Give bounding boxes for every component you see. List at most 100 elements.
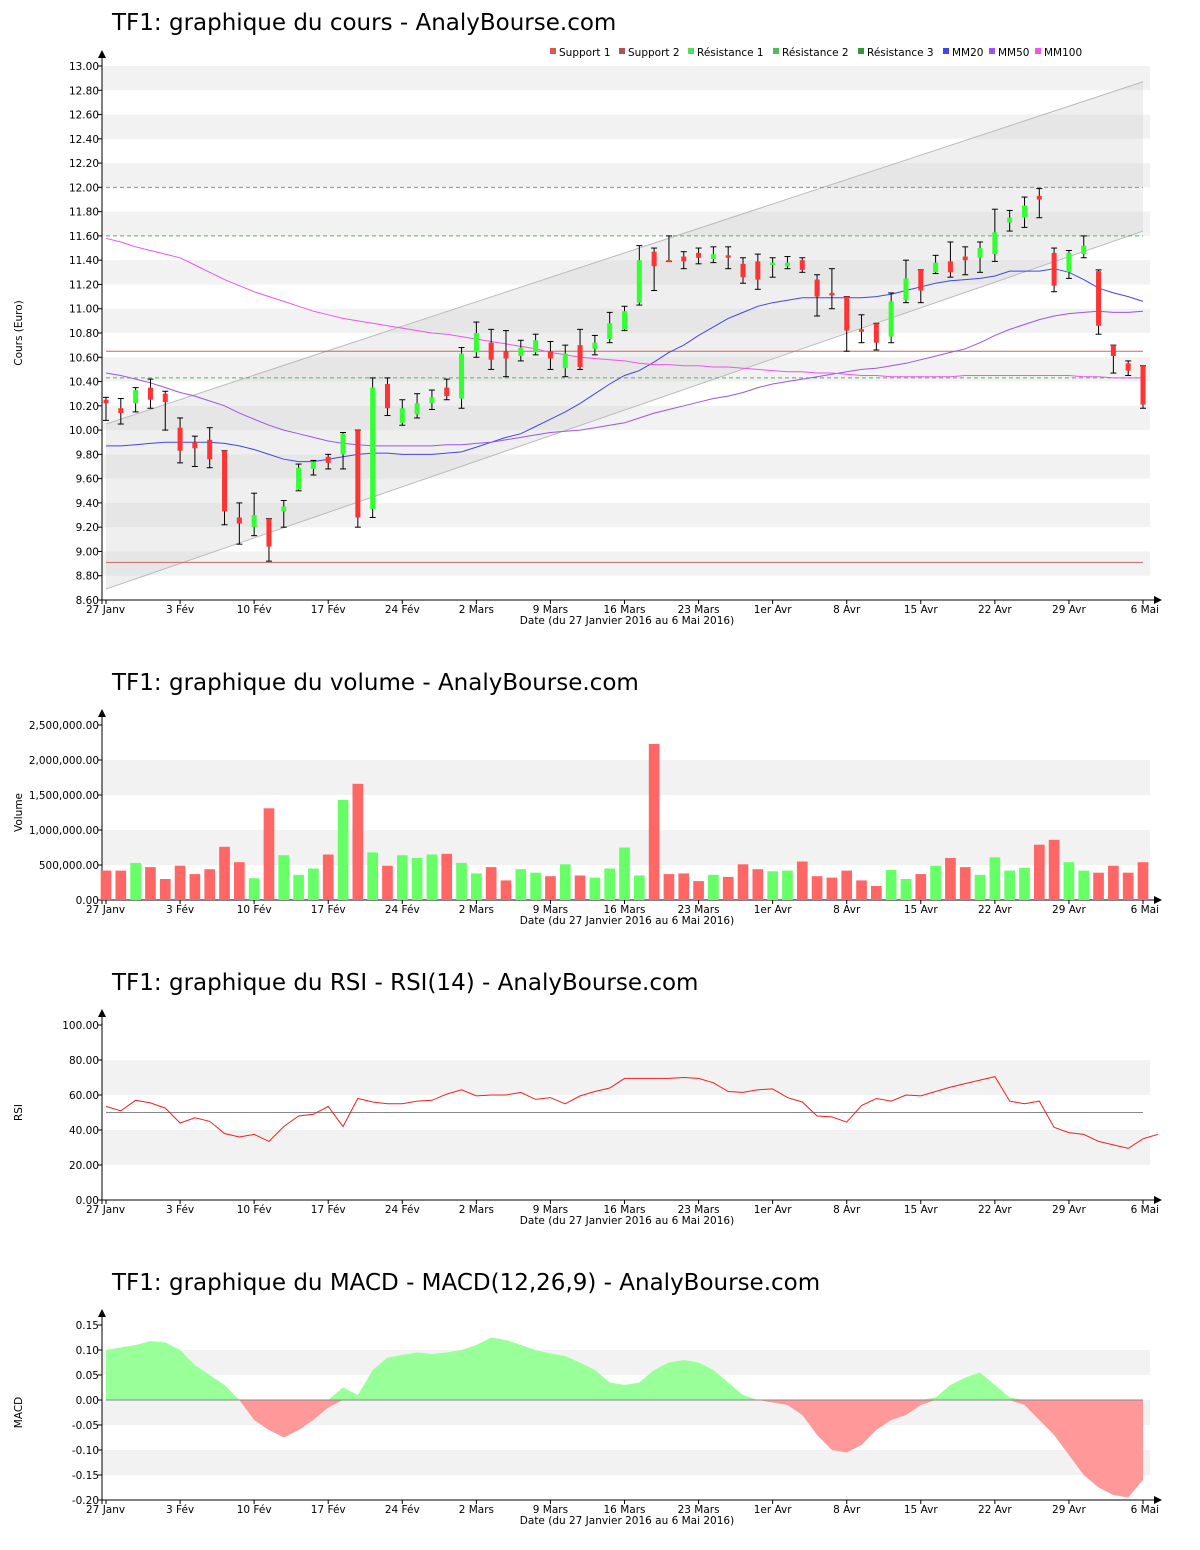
y-tick-label: 10.60: [69, 352, 99, 364]
candle-body: [251, 515, 257, 528]
candle-body: [355, 430, 361, 518]
x-tick-label: 15 Avr: [904, 1204, 938, 1216]
candle-body: [681, 256, 687, 262]
volume-bar: [722, 876, 734, 900]
candle-body: [296, 467, 302, 490]
volume-bar: [367, 852, 378, 900]
volume-bar: [811, 876, 823, 900]
candle: [473, 321, 480, 358]
x-tick-label: 9 Mars: [533, 1504, 568, 1516]
candle: [1110, 344, 1117, 374]
x-tick-label: 27 Janv: [86, 904, 125, 916]
x-tick-label: 17 Fév: [311, 904, 346, 916]
y-axis-arrow: [98, 709, 106, 717]
candle: [1095, 269, 1102, 335]
x-tick-label: 22 Avr: [978, 604, 1012, 616]
candle-body: [103, 399, 109, 404]
candle: [814, 274, 821, 317]
candle-body: [429, 397, 435, 404]
y-tick-label: 0.00: [76, 1195, 99, 1207]
candle-body: [207, 439, 213, 460]
candle-body: [933, 262, 939, 273]
x-tick-label: 10 Fév: [237, 904, 272, 916]
y-tick-label: 11.40: [69, 255, 99, 267]
volume-bar: [382, 865, 393, 900]
x-axis-arrow: [1154, 1496, 1162, 1504]
plot-band: [102, 502, 1150, 528]
legend-swatch: [550, 48, 556, 54]
volume-bar: [100, 870, 112, 900]
candle-body: [414, 403, 420, 415]
candle: [710, 246, 717, 264]
candle-body: [370, 387, 376, 509]
x-tick-label: 10 Fév: [237, 604, 272, 616]
candle-body: [1110, 345, 1116, 357]
y-tick-label: 11.20: [69, 279, 99, 291]
x-tick-label: 9 Mars: [533, 604, 568, 616]
x-axis-title: Date (du 27 Janvier 2016 au 6 Mai 2016): [520, 1215, 734, 1227]
volume-bar: [308, 868, 319, 900]
candle: [251, 492, 258, 537]
candle-body: [162, 393, 168, 403]
volume-bar: [589, 877, 601, 900]
candle-body: [1096, 271, 1102, 326]
price-chart-title: TF1: graphique du cours - AnalyBourse.co…: [112, 10, 617, 36]
candle-body: [1081, 245, 1087, 255]
candle-body: [325, 456, 331, 463]
candle-body: [562, 353, 568, 369]
volume-bar: [485, 867, 497, 900]
volume-bar: [1137, 862, 1149, 900]
plot-band: [102, 1060, 1150, 1095]
candle-body: [710, 254, 716, 259]
volume-bar: [322, 854, 334, 900]
candle-body: [859, 329, 865, 332]
candle-body: [444, 387, 450, 397]
candle-body: [814, 279, 820, 297]
y-axis-title: Volume: [13, 793, 25, 832]
legend-swatch: [619, 48, 625, 54]
legend-label: Support 2: [628, 47, 680, 59]
y-tick-label: 9.00: [76, 546, 99, 558]
volume-bar: [559, 864, 571, 900]
volume-bar: [752, 869, 764, 900]
candle: [843, 296, 850, 352]
x-tick-label: 1er Avr: [754, 1504, 793, 1516]
volume-bar: [693, 881, 704, 900]
candle-body: [666, 260, 672, 263]
candle-body: [488, 342, 494, 360]
candle-body: [192, 442, 198, 449]
volume-bar: [396, 855, 408, 900]
x-tick-label: 6 Mai: [1131, 604, 1159, 616]
x-tick-label: 3 Fév: [166, 604, 194, 616]
candle: [947, 241, 954, 278]
volume-bar: [633, 875, 645, 900]
candle: [962, 246, 969, 276]
x-tick-label: 15 Avr: [904, 904, 938, 916]
y-tick-label: 2,000,000.00: [29, 755, 99, 767]
candle: [443, 378, 450, 401]
candle-body: [459, 353, 465, 399]
candle: [325, 453, 332, 470]
candle: [488, 328, 495, 370]
candle: [117, 398, 124, 425]
x-tick-label: 16 Mars: [604, 904, 646, 916]
volume-bar: [856, 880, 867, 900]
candle-body: [399, 408, 405, 423]
volume-bar: [248, 878, 260, 900]
x-tick-label: 24 Fév: [385, 1204, 420, 1216]
legend-swatch: [858, 48, 864, 54]
volume-bar: [145, 867, 156, 900]
x-axis-arrow: [1154, 596, 1162, 604]
y-tick-label: 10.20: [69, 401, 99, 413]
candle: [828, 268, 835, 310]
x-tick-label: 22 Avr: [978, 1504, 1012, 1516]
candle-body: [947, 261, 953, 273]
y-tick-label: 10.80: [69, 328, 99, 340]
x-tick-label: 16 Mars: [604, 604, 646, 616]
x-tick-label: 24 Fév: [385, 604, 420, 616]
legend-label: Résistance 3: [867, 47, 934, 59]
x-tick-label: 24 Fév: [385, 1504, 420, 1516]
candle-body: [118, 408, 124, 414]
y-axis-arrow: [98, 1309, 106, 1317]
